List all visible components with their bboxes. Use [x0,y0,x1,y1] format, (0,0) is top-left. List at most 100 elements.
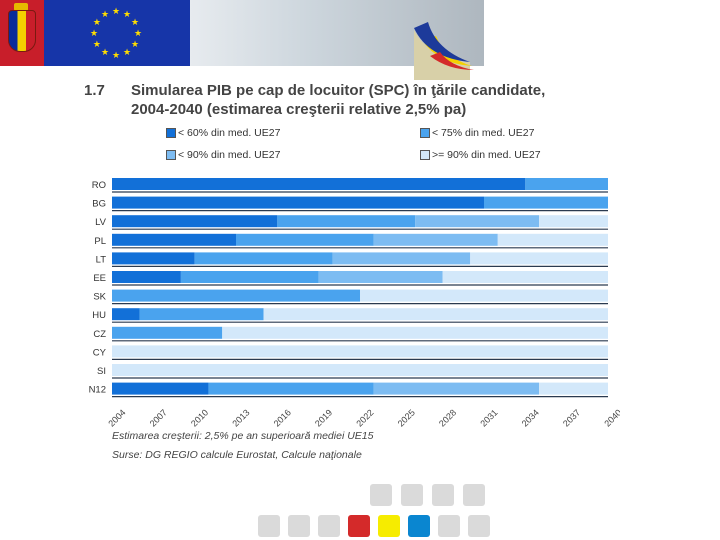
bar-pl-seg2 [373,233,498,246]
svg-text:★: ★ [112,6,120,16]
bar-lt-seg0 [112,252,195,265]
footer-square [408,515,430,537]
section-number: 1.7 [84,82,105,99]
legend-swatch-lt75 [420,128,430,138]
row-label-ee: EE [93,273,106,284]
footer-square [370,484,392,506]
legend-swatch-lt60 [166,128,176,138]
row-label-ro: RO [92,180,106,191]
x-tick-2034: 2034 [520,407,541,428]
svg-text:★: ★ [123,47,131,57]
row-label-si: SI [97,366,106,377]
footer-square [468,515,490,537]
row-label-cz: CZ [93,329,106,340]
svg-text:★: ★ [101,47,109,57]
romania-coat-of-arms-icon [0,0,44,66]
bar-pl-seg1 [236,233,374,246]
bar-sk-seg3 [360,289,608,302]
header-banner: ★ ★ ★ ★ ★ ★ ★ ★ ★ ★ ★ ★ [0,0,484,80]
bar-lv-seg0 [112,215,278,228]
row-label-pl: PL [94,236,106,247]
footer-square [432,484,454,506]
bar-lv-seg3 [539,215,608,228]
bar-hu-seg0 [112,308,140,321]
bar-ee-seg2 [318,271,443,283]
svg-text:★: ★ [93,17,101,27]
bar-sk-seg1 [112,289,360,302]
bar-cz-seg1 [112,326,223,339]
chart-title-line-1: Simularea PIB pe cap de locuitor (SPC) î… [131,82,546,99]
bar-n12-seg0 [112,382,209,395]
footer-square [348,515,370,537]
legend-label-lt90: < 90% din med. UE27 [178,149,281,161]
row-label-hu: HU [92,310,106,321]
svg-text:★: ★ [131,39,139,49]
bar-ro-seg1 [525,178,608,190]
x-tick-2040: 2040 [602,407,620,428]
legend-swatch-ge90 [420,150,430,160]
bar-n12-seg2 [373,382,540,395]
svg-text:★: ★ [101,9,109,19]
bar-lv-seg2 [415,215,540,228]
footer-square [378,515,400,537]
bar-bg-seg1 [484,196,608,209]
row-label-sk: SK [93,292,106,303]
row-label-bg: BG [92,199,106,210]
bar-n12-seg1 [208,382,374,395]
svg-text:★: ★ [134,28,142,38]
bar-cz-seg3 [222,326,608,339]
svg-text:★: ★ [112,50,120,60]
footer-square [401,484,423,506]
bar-hu-seg1 [139,308,264,321]
legend-swatch-lt90 [166,150,176,160]
x-tick-2022: 2022 [354,407,375,428]
x-tick-2013: 2013 [230,407,251,428]
bar-pl-seg3 [497,233,608,246]
bar-n12-seg3 [539,382,608,395]
x-tick-2016: 2016 [272,407,293,428]
row-label-lt: LT [96,254,107,265]
bar-chart: RO BG LV PL LT EE SK HU CZ CY SI N12 2004 2007 2010 201… [80,172,624,432]
legend-label-ge90: >= 90% din med. UE27 [432,149,541,161]
legend-item-lt60: < 60% din med. UE27 [166,127,280,139]
legend-item-lt90: < 90% din med. UE27 [166,149,280,161]
x-tick-2028: 2028 [437,407,458,428]
legend-item-lt75: < 75% din med. UE27 [420,127,534,139]
bar-si-seg3 [112,364,608,376]
bar-lt-seg1 [194,252,333,265]
growth-note: Estimarea creşterii: 2,5% pe an superioa… [112,430,374,442]
x-tick-2025: 2025 [396,407,417,428]
svg-text:★: ★ [93,39,101,49]
bar-lv-seg1 [277,215,416,228]
footer-square [258,515,280,537]
chart-title-line-2: 2004-2040 (estimarea creşterii relative … [131,101,467,118]
legend-item-ge90: >= 90% din med. UE27 [420,149,541,161]
x-tick-2037: 2037 [561,407,582,428]
bar-pl-seg0 [112,233,236,246]
footer-square [438,515,460,537]
svg-text:★: ★ [123,9,131,19]
x-tick-2019: 2019 [313,407,334,428]
bar-lt-seg2 [332,252,471,265]
row-label-n12: N12 [89,385,106,396]
eu-swoosh-logo-icon [414,22,474,80]
bar-cy-seg3 [112,345,608,358]
svg-text:★: ★ [131,17,139,27]
footer-square [463,484,485,506]
legend-label-lt60: < 60% din med. UE27 [178,127,281,139]
legend-label-lt75: < 75% din med. UE27 [432,127,535,139]
bar-ee-seg3 [442,271,608,283]
x-tick-2031: 2031 [478,407,499,428]
bar-bg-seg0 [112,196,484,209]
footer-square [318,515,340,537]
eu-flag-icon: ★ ★ ★ ★ ★ ★ ★ ★ ★ ★ ★ ★ [44,0,190,66]
x-tick-2004: 2004 [106,407,127,428]
x-tick-2010: 2010 [189,407,210,428]
source-note: Surse: DG REGIO calcule Eurostat, Calcul… [112,449,362,461]
bar-lt-seg3 [470,252,608,265]
row-label-lv: LV [95,217,107,228]
svg-text:★: ★ [90,28,98,38]
bar-ro-seg0 [112,178,526,190]
bar-ee-seg0 [112,271,181,283]
row-label-cy: CY [93,347,107,358]
